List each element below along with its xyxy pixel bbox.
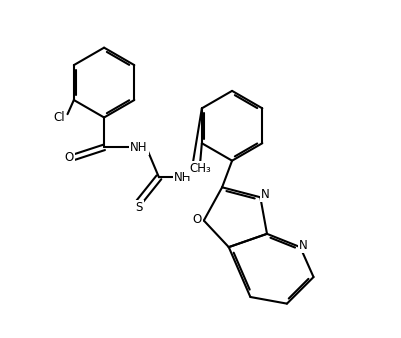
Text: O: O (65, 151, 74, 164)
Text: O: O (192, 213, 202, 226)
Text: NH: NH (174, 171, 191, 184)
Text: Cl: Cl (53, 111, 65, 124)
Text: NH: NH (130, 141, 148, 154)
Text: N: N (261, 188, 270, 201)
Text: S: S (135, 201, 143, 214)
Text: N: N (299, 239, 308, 252)
Text: CH₃: CH₃ (189, 162, 211, 175)
